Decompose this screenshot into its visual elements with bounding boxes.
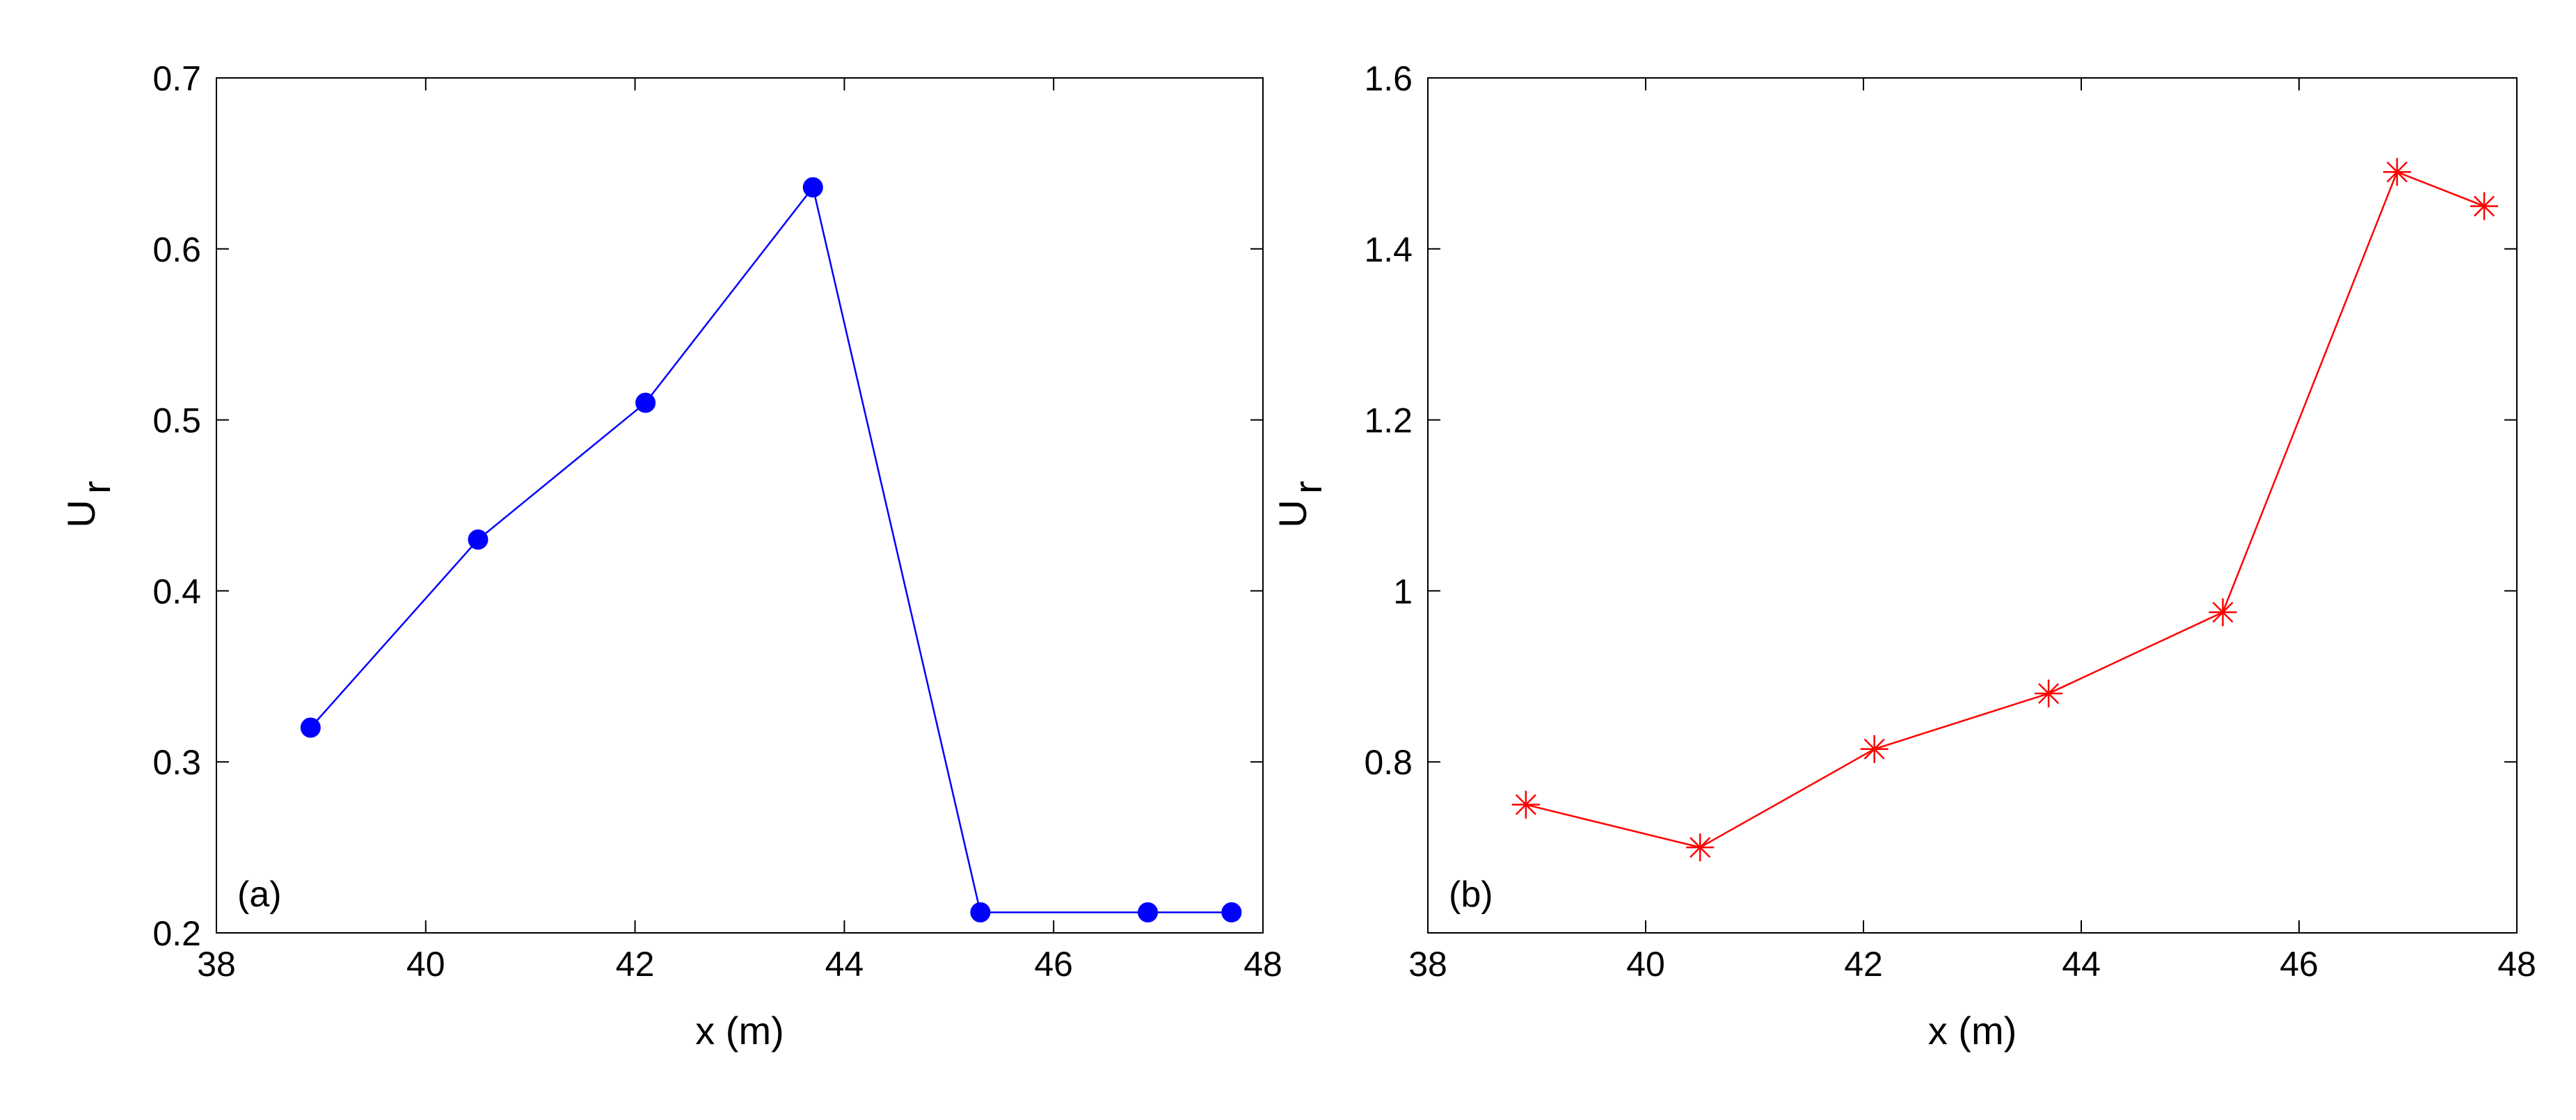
y-tick-label: 0.4 <box>152 572 201 611</box>
x-tick-label: 40 <box>406 945 445 984</box>
x-tick-label: 42 <box>616 945 655 984</box>
x-tick-label: 46 <box>1034 945 1073 984</box>
series-line <box>310 185 1232 913</box>
x-axis-label: x (m) <box>1928 1009 2017 1053</box>
x-axis-label: x (m) <box>695 1009 784 1053</box>
asterisk-stroke <box>2038 682 2060 704</box>
asterisk-stroke <box>2474 195 2495 217</box>
y-axis-label-group: Ur <box>59 481 118 528</box>
panel-label: (b) <box>1449 874 1493 915</box>
data-point <box>1686 833 1715 862</box>
x-tick-label: 42 <box>1844 945 1883 984</box>
y-tick-label: 1.4 <box>1364 230 1413 269</box>
asterisk-stroke <box>1689 837 1711 858</box>
plot-frame <box>216 77 1264 934</box>
y-tick-label: 1 <box>1393 572 1413 611</box>
x-tick-label: 48 <box>1243 945 1282 984</box>
data-point <box>1860 735 1889 763</box>
x-tick-label: 38 <box>197 945 236 984</box>
y-tick-label: 0.6 <box>152 230 201 269</box>
data-point <box>802 177 823 198</box>
data-point <box>2035 679 2063 707</box>
y-tick-label: 0.5 <box>152 401 201 440</box>
x-tick-label: 40 <box>1626 945 1665 984</box>
panel-label: (a) <box>237 874 282 915</box>
y-axis-label-group: Ur <box>1271 481 1330 528</box>
y-axis-label: U <box>59 499 103 527</box>
asterisk-stroke <box>2386 161 2408 183</box>
y-tick-label: 1.2 <box>1364 401 1413 440</box>
asterisk-stroke <box>2212 602 2234 623</box>
y-axis-label-subscript: r <box>74 481 118 494</box>
plot-frame <box>1427 77 2518 934</box>
x-tick-label: 48 <box>2497 945 2536 984</box>
data-point <box>1221 902 1242 923</box>
y-tick-label: 1.6 <box>1364 59 1413 98</box>
chart-panel-a: 38 40 42 44 46 48 0.2 0.3 0.4 0.5 0.6 0.7 x (m) Ur (a) <box>59 59 1282 1053</box>
data-point <box>2383 158 2411 186</box>
y-tick-label: 0.7 <box>152 59 201 98</box>
x-tick-label: 44 <box>2062 945 2101 984</box>
asterisk-stroke <box>1863 738 1885 760</box>
data-point <box>468 529 488 550</box>
y-tick-label: 0.8 <box>1364 743 1413 782</box>
x-tick-label: 38 <box>1408 945 1447 984</box>
x-tick-label: 44 <box>825 945 864 984</box>
data-point <box>1511 790 1540 819</box>
data-point <box>635 392 656 413</box>
y-tick-label: 0.2 <box>152 914 201 953</box>
data-point <box>300 717 321 738</box>
data-point <box>2209 598 2237 627</box>
y-axis-label: U <box>1271 499 1314 527</box>
y-axis-label-subscript: r <box>1286 481 1330 494</box>
x-tick-label: 46 <box>2280 945 2319 984</box>
series-line <box>1525 170 2485 849</box>
y-tick-label: 0.3 <box>152 743 201 782</box>
data-point <box>970 902 991 923</box>
chart-panel-b: 38 40 42 44 46 48 0.8 1 1.2 1.4 1.6 x (m) Ur (b) <box>1271 59 2536 1053</box>
data-point <box>2470 192 2499 221</box>
data-point <box>1138 902 1159 923</box>
asterisk-stroke <box>1515 794 1536 815</box>
